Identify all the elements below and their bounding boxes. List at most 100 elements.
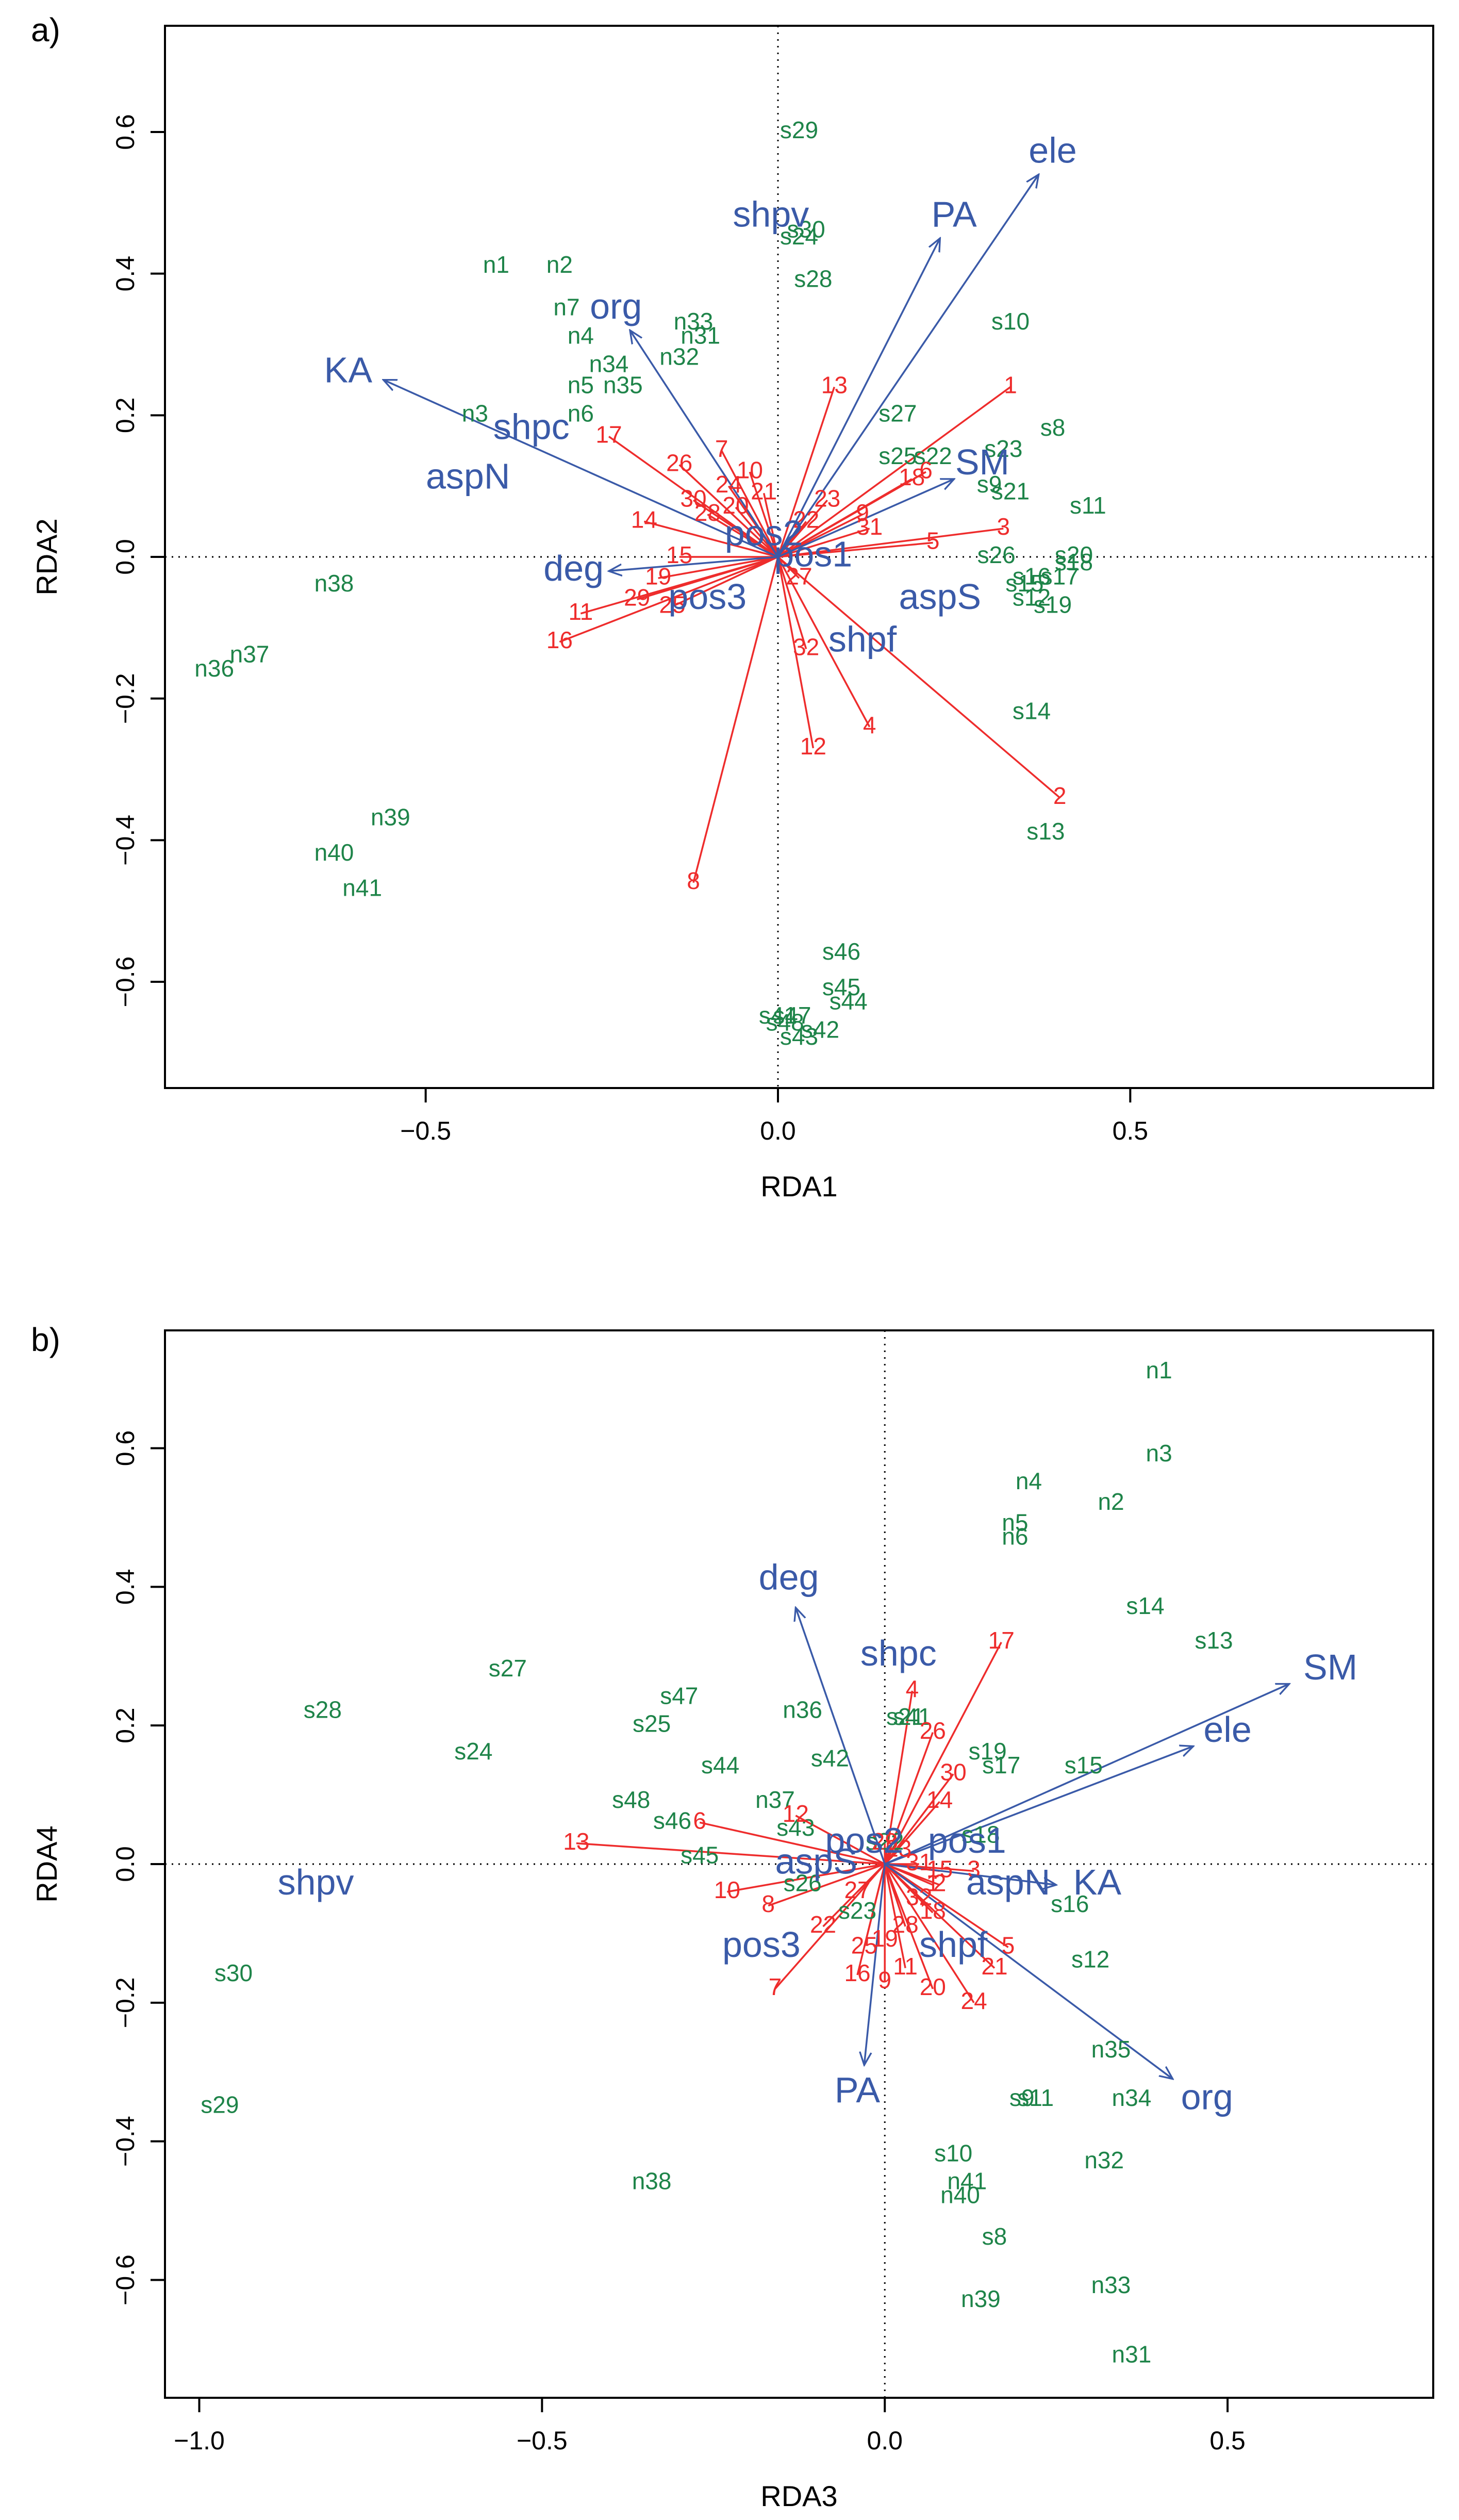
site-label: s18 xyxy=(961,1821,1000,1848)
env-label: pos2 xyxy=(825,1820,903,1860)
site-label: s27 xyxy=(878,400,917,426)
species-label: 24 xyxy=(716,471,742,498)
env-label: shpc xyxy=(493,406,570,447)
species-label: 3 xyxy=(997,513,1010,540)
species-label: 3 xyxy=(967,1856,981,1883)
species-label: 5 xyxy=(926,528,940,554)
species-label: 21 xyxy=(751,478,777,505)
site-label: s14 xyxy=(1126,1592,1164,1619)
x-tick-label: −1.0 xyxy=(174,2426,225,2455)
y-tick-label: −0.6 xyxy=(111,2254,140,2305)
species-arrow xyxy=(559,556,778,643)
y-axis-title: RDA4 xyxy=(30,1825,63,1902)
site-label: s19 xyxy=(1034,591,1072,618)
species-label: 22 xyxy=(810,1911,836,1938)
species-label: 8 xyxy=(687,867,700,894)
y-tick-label: 0.0 xyxy=(111,1846,140,1882)
site-label: s44 xyxy=(701,1752,739,1778)
species-label: 30 xyxy=(680,485,706,512)
species-label: 7 xyxy=(715,435,728,462)
y-tick-label: 0.6 xyxy=(111,1430,140,1467)
species-arrow xyxy=(777,556,1060,799)
env-label: PA xyxy=(835,2070,880,2110)
site-label: n34 xyxy=(589,350,629,377)
species-label: 30 xyxy=(940,1758,967,1785)
species-label: 32 xyxy=(793,634,819,661)
site-label: n37 xyxy=(755,1786,795,1813)
species-label: 20 xyxy=(722,492,749,519)
site-label: s8 xyxy=(982,2223,1007,2250)
site-label: s47 xyxy=(773,1002,811,1029)
x-axis-title: RDA3 xyxy=(760,2480,837,2512)
env-label: pos2 xyxy=(725,513,803,553)
site-label: s26 xyxy=(977,541,1016,568)
species-label: 28 xyxy=(892,1911,919,1938)
species-label: 2 xyxy=(1053,782,1067,809)
y-tick-label: 0.4 xyxy=(111,1569,140,1605)
x-tick-label: 0.0 xyxy=(760,1116,796,1145)
site-label: s9 xyxy=(1009,2084,1035,2111)
species-label: 13 xyxy=(821,372,848,399)
species-arrow xyxy=(777,556,871,728)
env-arrow xyxy=(777,238,940,557)
site-label: s13 xyxy=(1195,1627,1233,1654)
site-label: n36 xyxy=(783,1696,822,1723)
species-arrow xyxy=(777,386,1012,558)
site-label: n31 xyxy=(1112,2341,1152,2368)
env-label: ele xyxy=(1029,130,1076,171)
site-label: n32 xyxy=(1084,2147,1124,2173)
env-label: shpc xyxy=(860,1633,937,1673)
species-arrow xyxy=(884,1642,1002,1865)
site-label: s30 xyxy=(787,216,825,242)
site-label: s16 xyxy=(1051,1890,1089,1917)
site-label: n38 xyxy=(314,570,354,597)
species-label: 14 xyxy=(631,506,657,533)
species-arrow xyxy=(884,1690,914,1865)
species-arrow xyxy=(777,556,800,579)
species-arrow xyxy=(768,1863,885,1907)
species-label: 19 xyxy=(872,1925,898,1952)
x-tick-label: 0.5 xyxy=(1113,1116,1149,1145)
species-arrow xyxy=(678,464,779,558)
env-arrow xyxy=(630,331,779,557)
env-label: KA xyxy=(1073,1862,1122,1902)
env-label: pos3 xyxy=(668,577,747,617)
site-label: s15 xyxy=(1005,570,1043,597)
site-label: n33 xyxy=(674,308,714,335)
panel-label: a) xyxy=(31,11,60,48)
site-label: s11 xyxy=(1070,492,1106,519)
site-label: s15 xyxy=(1065,1752,1103,1778)
site-label: n4 xyxy=(1016,1468,1042,1494)
species-label: 7 xyxy=(769,1973,782,2000)
env-label: aspN xyxy=(966,1862,1050,1902)
species-label: 26 xyxy=(920,1717,946,1744)
env-arrow xyxy=(795,1608,886,1865)
species-arrow xyxy=(699,1821,885,1865)
site-label: s23 xyxy=(984,435,1022,462)
site-label: s26 xyxy=(784,1869,822,1896)
species-arrow xyxy=(777,556,807,650)
site-label: n38 xyxy=(632,2167,672,2194)
site-label: n3 xyxy=(1146,1440,1172,1467)
species-arrow xyxy=(884,1732,934,1865)
species-arrow xyxy=(749,471,779,557)
site-label: n31 xyxy=(681,322,720,349)
site-label: n35 xyxy=(603,372,643,399)
site-label: s16 xyxy=(1013,563,1051,589)
species-label: 25 xyxy=(659,591,685,618)
species-arrow xyxy=(774,1863,886,1990)
site-label: s45 xyxy=(822,974,860,1000)
y-tick-label: 0.0 xyxy=(111,539,140,575)
y-tick-label: −0.2 xyxy=(111,1977,140,2028)
x-axis-title: RDA1 xyxy=(760,1170,837,1203)
species-label: 2 xyxy=(933,1869,947,1896)
species-label: 31 xyxy=(906,1849,932,1875)
species-arrow xyxy=(884,1863,1009,1948)
site-label: s17 xyxy=(982,1752,1020,1778)
site-label: s45 xyxy=(681,1842,719,1869)
species-label: 23 xyxy=(814,485,840,512)
species-arrow xyxy=(762,493,779,557)
species-label: 22 xyxy=(793,506,819,533)
site-label: s17 xyxy=(1041,563,1079,589)
species-arrow xyxy=(777,528,870,558)
